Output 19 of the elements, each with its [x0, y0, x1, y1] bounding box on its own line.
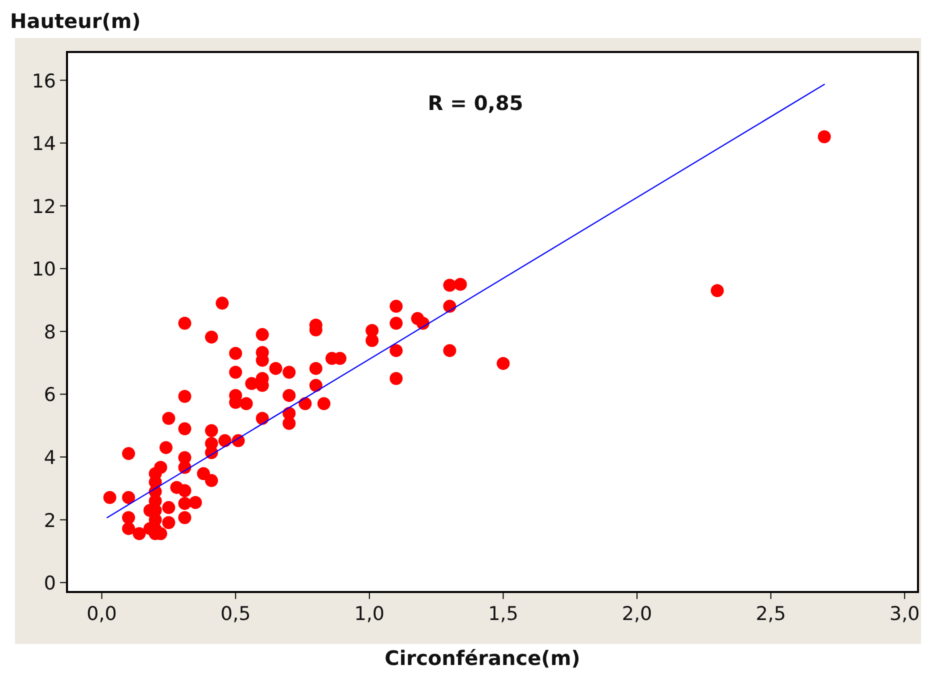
x-tick-label: 1,0 [354, 603, 385, 625]
y-tick-label: 0 [44, 572, 56, 595]
x-tick-label: 1,5 [488, 603, 518, 625]
y-axis-title: Hauteur(m) [10, 9, 141, 33]
y-tick-label: 8 [44, 321, 56, 344]
x-axis-title: Circonférance(m) [384, 646, 580, 670]
y-tick-label: 4 [44, 447, 56, 469]
y-tick-label: 6 [44, 384, 56, 406]
x-tick-label: 2,0 [622, 603, 652, 625]
y-tick-label: 14 [32, 133, 56, 156]
y-tick-label: 10 [32, 258, 56, 281]
annotation: R = 0,85 [428, 91, 524, 115]
x-tick-label: 0,5 [220, 603, 251, 625]
y-tick-label: 16 [32, 70, 56, 92]
x-tick-label: 3,0 [890, 603, 920, 625]
y-tick-label: 12 [32, 196, 56, 218]
x-tick-label: 2,5 [756, 603, 786, 625]
x-tick-label: 0,0 [86, 603, 117, 625]
y-tick-label: 2 [44, 510, 56, 532]
